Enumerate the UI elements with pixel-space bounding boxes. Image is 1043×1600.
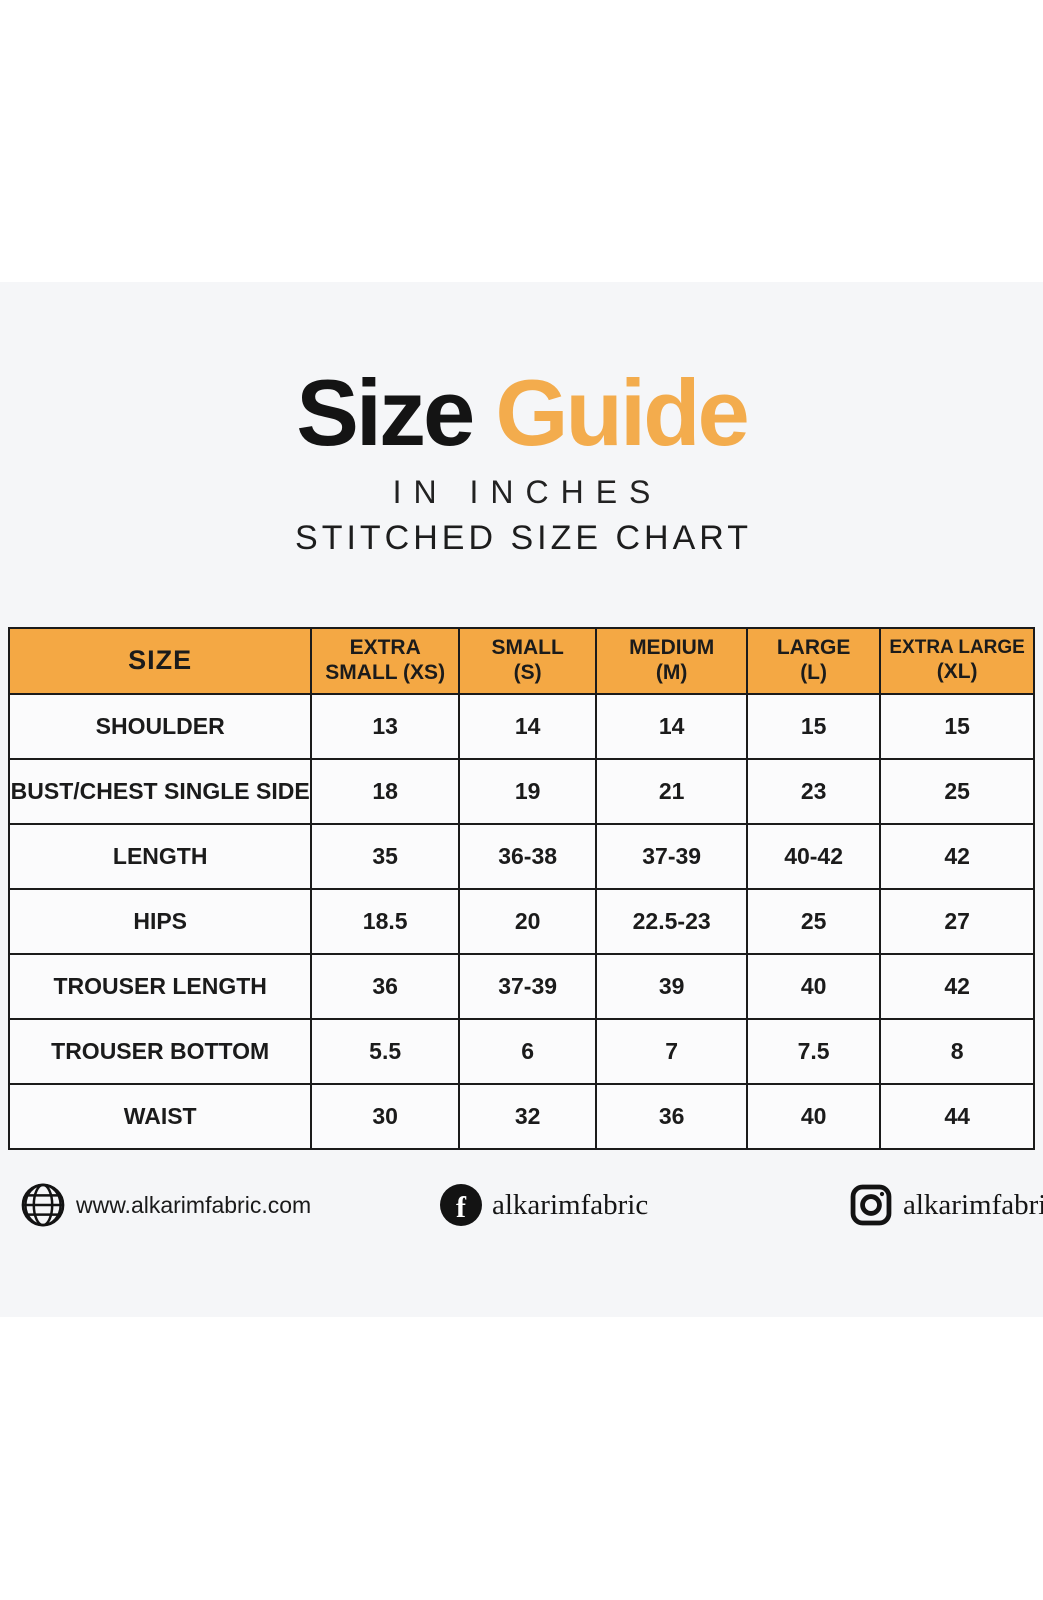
cell-value: 15 (745, 693, 882, 760)
cell-value: 36 (310, 953, 460, 1020)
row-label: TROUSER BOTTOM (7, 1018, 313, 1085)
footer-website: www.alkarimfabric.com (20, 1178, 311, 1232)
cell-value: 25 (879, 758, 1035, 825)
cell-value: 37-39 (457, 953, 598, 1020)
cell-value: 42 (879, 823, 1035, 890)
facebook-icon: f (440, 1184, 482, 1226)
title-block: Size Guide IN INCHES STITCHED SIZE CHART (0, 366, 1043, 558)
cell-value: 20 (457, 888, 598, 955)
cell-value: 35 (310, 823, 460, 890)
cell-value: 42 (879, 953, 1035, 1020)
cell-value: 36 (595, 1083, 748, 1150)
cell-value: 18 (310, 758, 460, 825)
table-row-length: LENGTH 35 36-38 37-39 40-42 42 (7, 823, 1035, 890)
cell-value: 40-42 (745, 823, 882, 890)
cell-value: 19 (457, 758, 598, 825)
cell-value: 8 (879, 1018, 1035, 1085)
cell-value: 15 (879, 693, 1035, 760)
cell-value: 40 (745, 1083, 882, 1150)
row-label: BUST/CHEST SINGLE SIDE (7, 758, 313, 825)
row-label: TROUSER LENGTH (7, 953, 313, 1020)
cell-value: 44 (879, 1083, 1035, 1150)
subtitle-in-inches: IN INCHES (392, 474, 663, 510)
cell-value: 7 (595, 1018, 748, 1085)
website-url: www.alkarimfabric.com (76, 1191, 312, 1218)
row-label: WAIST (7, 1083, 313, 1150)
table-row-waist: WAIST 30 32 36 40 44 (7, 1083, 1035, 1150)
size-chart-table: SIZE EXTRA SMALL (XS) SMALL (S) MEDIUM (… (7, 627, 1035, 1150)
column-header-s: SMALL (S) (457, 627, 598, 695)
column-header-l: LARGE (L) (745, 627, 882, 695)
facebook-handle: alkarimfabric (492, 1188, 649, 1221)
cell-value: 22.5-23 (595, 888, 748, 955)
column-header-m: MEDIUM (M) (595, 627, 748, 695)
table-row-trouser-bottom: TROUSER BOTTOM 5.5 6 7 7.5 8 (7, 1018, 1035, 1085)
table-row-trouser-length: TROUSER LENGTH 36 37-39 39 40 42 (7, 953, 1035, 1020)
column-header-xl: EXTRA LARGE (XL) (879, 627, 1035, 695)
cell-value: 36-38 (457, 823, 598, 890)
row-label: LENGTH (7, 823, 313, 890)
table-row-bust-chest: BUST/CHEST SINGLE SIDE 18 19 21 23 25 (7, 758, 1035, 825)
footer-instagram: alkarimfabrics (849, 1178, 1043, 1232)
cell-value: 6 (457, 1018, 598, 1085)
cell-value: 13 (310, 693, 460, 760)
cell-value: 32 (457, 1083, 598, 1150)
cell-value: 5.5 (310, 1018, 460, 1085)
instagram-icon (849, 1183, 893, 1227)
cell-value: 14 (457, 693, 598, 760)
footer-facebook: f alkarimfabric (440, 1178, 648, 1232)
cell-value: 27 (879, 888, 1035, 955)
cell-value: 37-39 (595, 823, 748, 890)
cell-value: 39 (595, 953, 748, 1020)
table-row-hips: HIPS 18.5 20 22.5-23 25 27 (7, 888, 1035, 955)
cell-value: 30 (310, 1083, 460, 1150)
globe-icon (20, 1182, 66, 1228)
cell-value: 7.5 (745, 1018, 882, 1085)
page-title-orange: Guide (495, 360, 749, 465)
subtitle-stitched-size-chart: STITCHED SIZE CHART (295, 519, 752, 557)
column-header-xs: EXTRA SMALL (XS) (310, 627, 460, 695)
table-row-shoulder: SHOULDER 13 14 14 15 15 (7, 693, 1035, 760)
cell-value: 40 (745, 953, 882, 1020)
row-label: HIPS (7, 888, 313, 955)
cell-value: 18.5 (310, 888, 460, 955)
cell-value: 14 (595, 693, 748, 760)
page-title-black: Size (296, 360, 475, 465)
row-label: SHOULDER (7, 693, 313, 760)
cell-value: 21 (595, 758, 748, 825)
table-header-row: SIZE EXTRA SMALL (XS) SMALL (S) MEDIUM (… (7, 627, 1035, 695)
instagram-handle: alkarimfabrics (903, 1188, 1043, 1221)
cell-value: 23 (745, 758, 882, 825)
page-title: Size Guide (0, 366, 1043, 460)
column-header-size: SIZE (7, 627, 313, 695)
cell-value: 25 (745, 888, 882, 955)
